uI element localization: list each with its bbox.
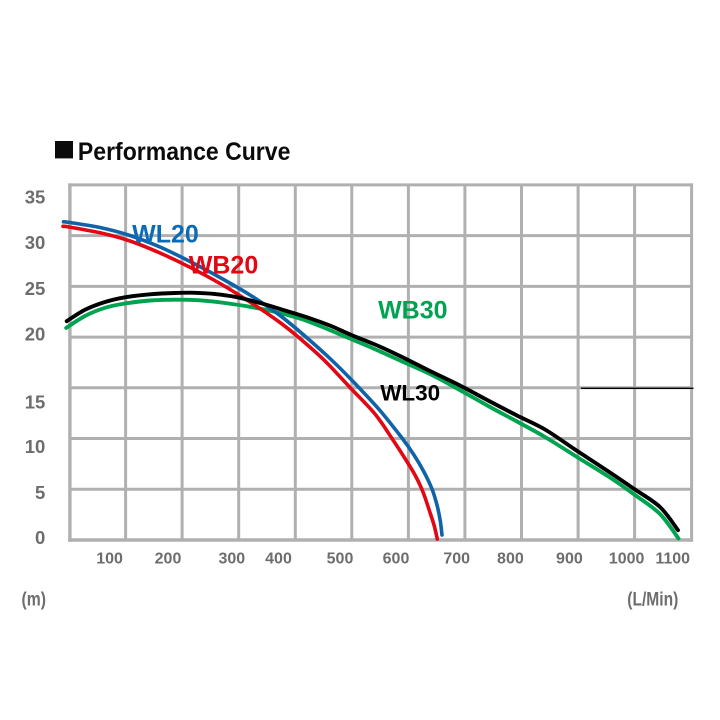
- svg-text:600: 600: [383, 551, 410, 568]
- svg-text:WL30: WL30: [380, 381, 440, 406]
- svg-text:5: 5: [35, 482, 45, 503]
- svg-text:300: 300: [218, 551, 245, 568]
- svg-text:500: 500: [327, 551, 354, 568]
- svg-text:20: 20: [25, 324, 46, 345]
- svg-text:900: 900: [556, 551, 583, 568]
- svg-text:1100: 1100: [655, 551, 690, 568]
- svg-text:700: 700: [443, 551, 470, 568]
- svg-text:30: 30: [25, 232, 46, 253]
- svg-text:800: 800: [497, 551, 524, 568]
- svg-text:(m): (m): [22, 589, 47, 610]
- svg-text:1000: 1000: [609, 551, 645, 568]
- svg-text:WB20: WB20: [189, 252, 258, 280]
- svg-text:(L/Min): (L/Min): [627, 590, 678, 611]
- svg-text:35: 35: [25, 187, 46, 208]
- svg-text:200: 200: [155, 551, 182, 568]
- svg-text:400: 400: [265, 551, 292, 568]
- svg-text:0: 0: [35, 527, 45, 548]
- svg-text:15: 15: [25, 392, 46, 413]
- svg-text:Performance Curve: Performance Curve: [78, 138, 291, 166]
- svg-text:WB30: WB30: [378, 296, 447, 324]
- svg-text:100: 100: [96, 551, 123, 568]
- svg-text:25: 25: [25, 278, 46, 299]
- svg-text:10: 10: [25, 436, 46, 457]
- svg-text:WL20: WL20: [132, 221, 199, 249]
